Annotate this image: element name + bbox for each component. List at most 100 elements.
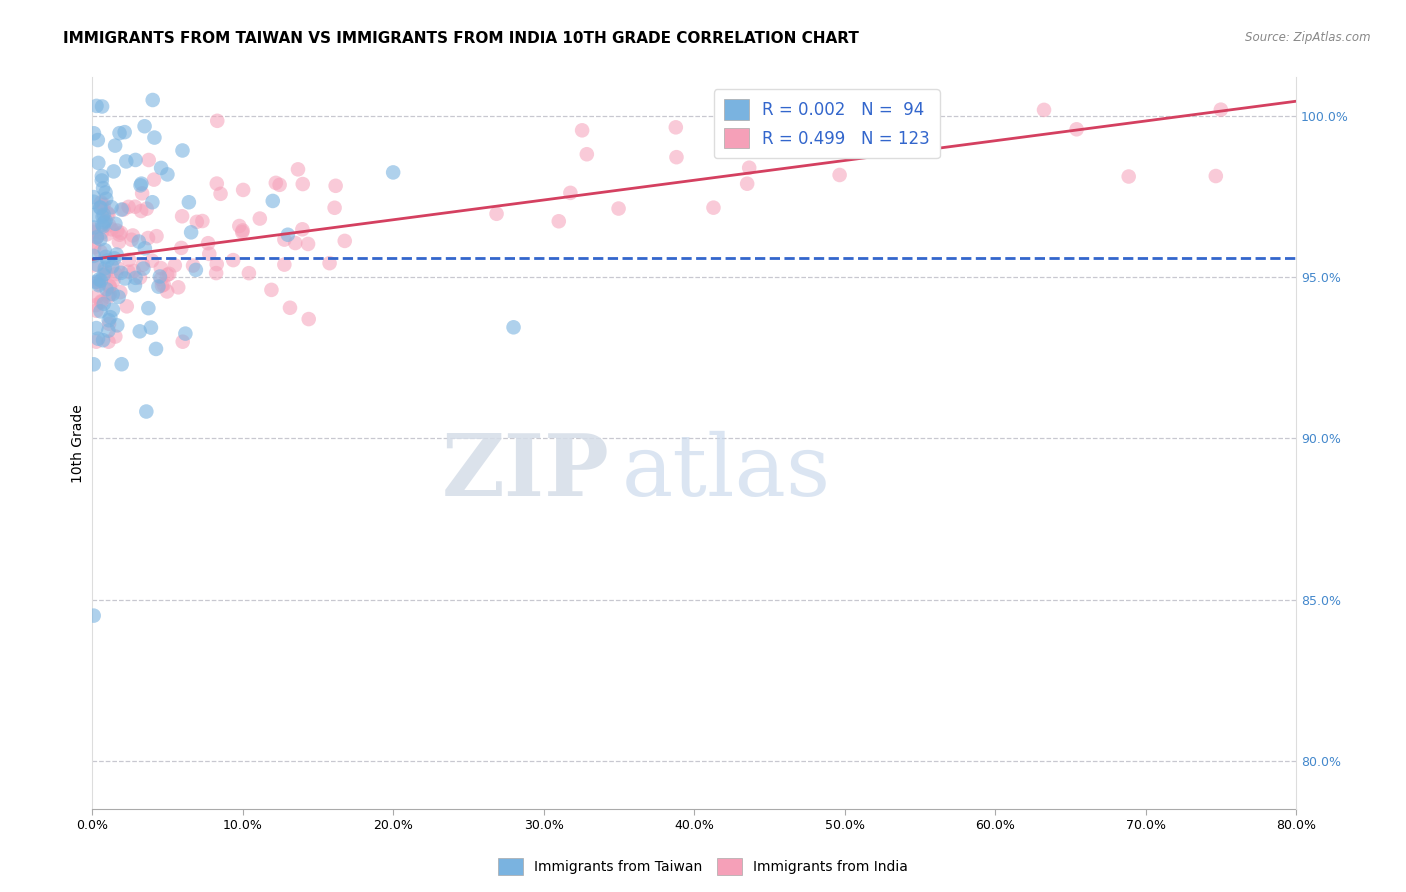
Point: [83, 190, 105, 204]
Point: [112, 202, 135, 217]
Point: [1209, 103, 1232, 117]
Point: [132, 258, 155, 272]
Point: [186, 215, 208, 229]
Point: [124, 270, 146, 285]
Point: [86, 321, 108, 335]
Point: [83, 240, 105, 254]
Point: [87, 156, 110, 170]
Point: [205, 266, 228, 280]
Point: [104, 138, 127, 153]
Point: [91, 199, 114, 213]
Point: [323, 201, 346, 215]
Point: [174, 326, 197, 341]
Point: [103, 252, 125, 266]
Text: ZIP: ZIP: [441, 431, 610, 515]
Point: [172, 144, 194, 158]
Point: [485, 207, 508, 221]
Point: [89, 232, 111, 246]
Point: [298, 312, 321, 326]
Point: [738, 161, 761, 175]
Point: [91, 181, 114, 195]
Point: [150, 161, 173, 175]
Point: [138, 301, 160, 315]
Point: [86, 99, 108, 113]
Point: [103, 164, 125, 178]
Point: [1118, 169, 1140, 184]
Text: Source: ZipAtlas.com: Source: ZipAtlas.com: [1246, 31, 1371, 45]
Point: [735, 177, 758, 191]
Point: [128, 324, 150, 338]
Point: [114, 125, 136, 139]
Point: [139, 320, 162, 334]
Point: [93, 215, 115, 229]
Point: [167, 280, 190, 294]
Point: [145, 342, 167, 356]
Point: [180, 225, 202, 239]
Text: atlas: atlas: [621, 431, 831, 514]
Point: [107, 261, 129, 276]
Point: [828, 168, 851, 182]
Point: [86, 290, 108, 304]
Point: [152, 277, 174, 292]
Point: [86, 258, 108, 272]
Point: [86, 230, 108, 244]
Point: [97, 324, 120, 338]
Point: [89, 201, 111, 215]
Point: [131, 177, 153, 191]
Point: [91, 210, 114, 224]
Point: [90, 295, 112, 310]
Point: [502, 320, 524, 334]
Point: [607, 202, 630, 216]
Point: [157, 267, 180, 281]
Point: [105, 224, 128, 238]
Point: [121, 233, 143, 247]
Point: [83, 259, 105, 273]
Point: [110, 266, 132, 280]
Point: [87, 278, 110, 293]
Point: [318, 256, 340, 270]
Text: IMMIGRANTS FROM TAIWAN VS IMMIGRANTS FROM INDIA 10TH GRADE CORRELATION CHART: IMMIGRANTS FROM TAIWAN VS IMMIGRANTS FRO…: [63, 31, 859, 46]
Point: [145, 229, 167, 244]
Point: [103, 273, 125, 287]
Point: [115, 154, 138, 169]
Point: [264, 176, 287, 190]
Point: [129, 204, 152, 219]
Point: [1205, 169, 1227, 183]
Point: [98, 287, 121, 301]
Point: [97, 334, 120, 349]
Point: [150, 278, 173, 293]
Point: [86, 229, 108, 244]
Point: [131, 186, 153, 201]
Point: [93, 197, 115, 211]
Point: [128, 235, 150, 249]
Point: [101, 287, 124, 301]
Point: [665, 120, 688, 135]
Point: [124, 153, 146, 167]
Point: [209, 186, 232, 201]
Point: [142, 93, 165, 107]
Point: [93, 268, 115, 282]
Point: [104, 329, 127, 343]
Point: [96, 282, 118, 296]
Point: [134, 120, 156, 134]
Point: [98, 317, 121, 331]
Point: [93, 297, 115, 311]
Point: [114, 271, 136, 285]
Point: [172, 334, 194, 349]
Point: [231, 225, 253, 239]
Point: [325, 178, 347, 193]
Point: [83, 220, 105, 235]
Point: [100, 200, 122, 214]
Point: [87, 277, 110, 291]
Point: [98, 279, 121, 293]
Point: [135, 404, 157, 418]
Point: [90, 274, 112, 288]
Point: [284, 235, 307, 250]
Point: [333, 234, 356, 248]
Point: [101, 260, 124, 274]
Point: [191, 214, 214, 228]
Point: [1033, 103, 1056, 117]
Point: [90, 169, 112, 183]
Point: [124, 278, 146, 293]
Point: [94, 192, 117, 206]
